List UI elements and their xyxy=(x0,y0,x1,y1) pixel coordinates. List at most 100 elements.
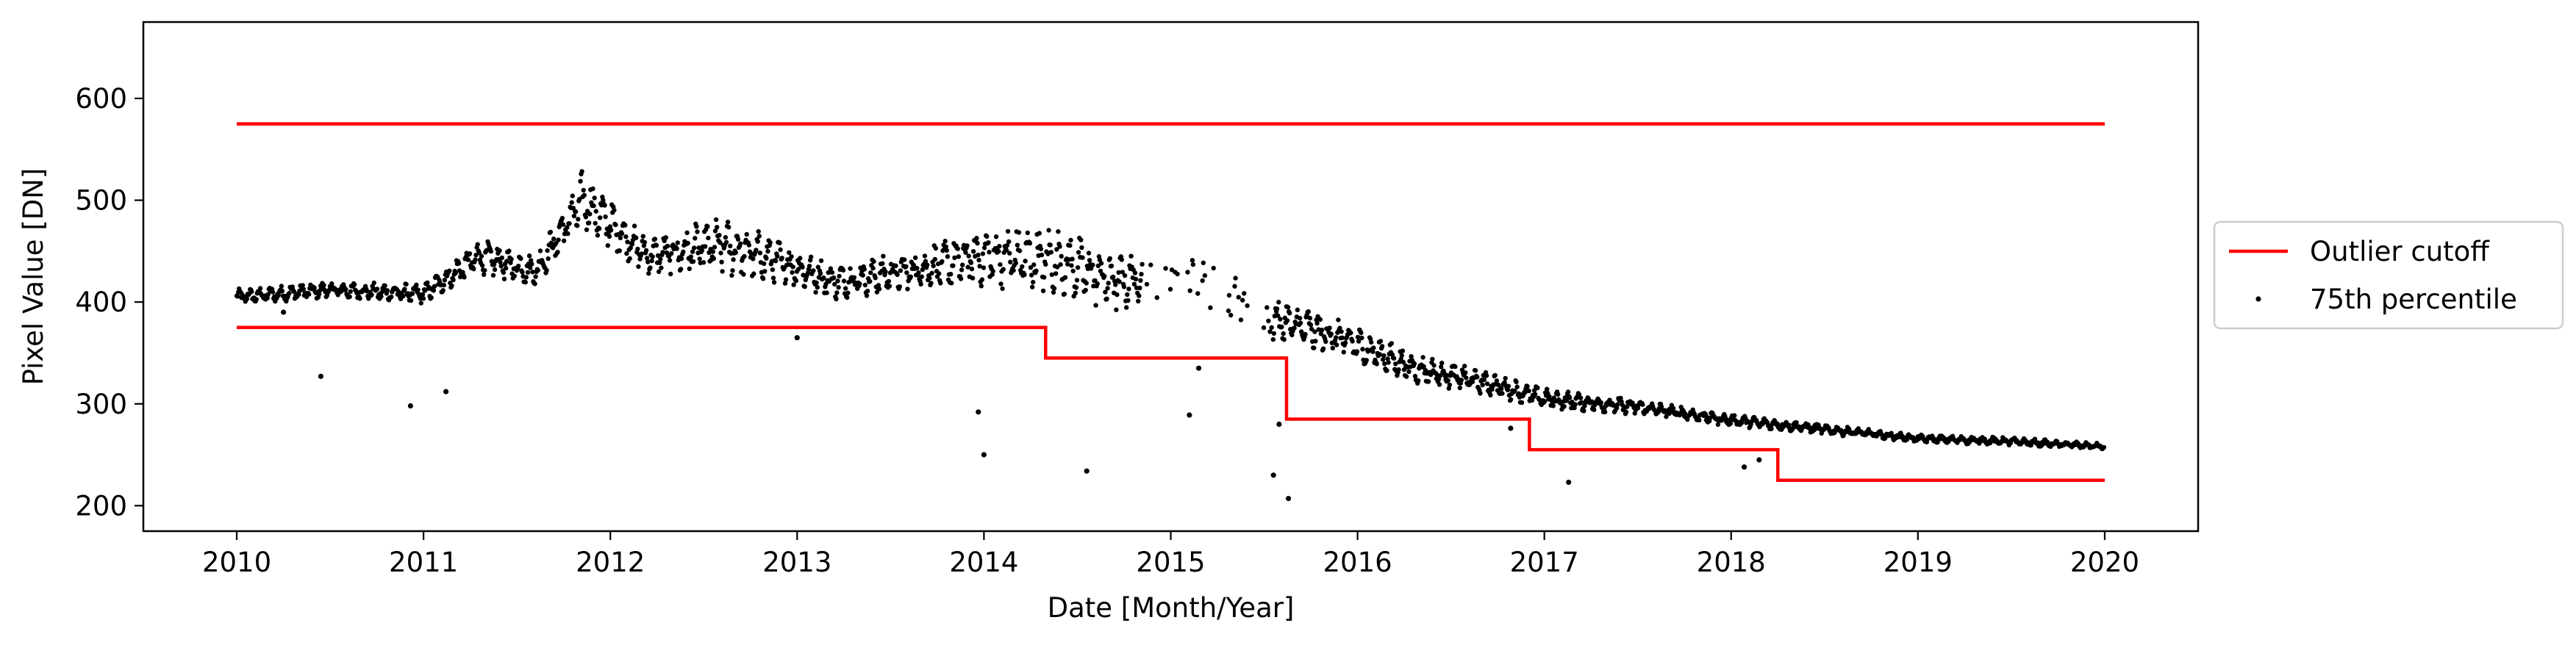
percentile-point xyxy=(650,254,655,259)
percentile-point xyxy=(1328,331,1334,336)
percentile-point xyxy=(1137,293,1142,298)
percentile-point xyxy=(730,268,735,273)
percentile-outlier-point xyxy=(1286,496,1292,502)
percentile-point xyxy=(503,265,509,271)
percentile-point xyxy=(1073,290,1078,296)
percentile-point xyxy=(1420,355,1425,360)
percentile-point xyxy=(1065,262,1070,267)
percentile-outlier-point xyxy=(1276,421,1282,428)
percentile-point xyxy=(570,193,575,198)
percentile-point xyxy=(1013,260,1019,266)
percentile-point xyxy=(719,259,724,264)
percentile-point xyxy=(1603,409,1608,414)
percentile-point xyxy=(573,209,579,215)
percentile-point xyxy=(343,287,348,292)
percentile-point xyxy=(1457,385,1463,391)
percentile-point xyxy=(667,258,673,263)
percentile-point xyxy=(965,243,970,248)
percentile-point xyxy=(1330,345,1336,350)
percentile-point xyxy=(1132,270,1138,275)
percentile-point xyxy=(545,248,550,253)
percentile-point xyxy=(755,239,760,244)
percentile-point xyxy=(711,256,717,262)
percentile-point xyxy=(1640,402,1645,407)
percentile-point xyxy=(1386,360,1391,365)
percentile-point xyxy=(1228,312,1234,318)
percentile-point xyxy=(265,295,270,300)
percentile-point xyxy=(697,256,702,262)
percentile-point xyxy=(980,251,986,256)
percentile-point xyxy=(1732,413,1737,418)
percentile-point xyxy=(1058,262,1063,267)
percentile-point xyxy=(1120,270,1126,275)
percentile-point xyxy=(1281,337,1287,342)
percentile-point xyxy=(805,270,811,275)
percentile-point xyxy=(1276,313,1281,318)
percentile-point xyxy=(1190,262,1196,267)
percentile-point xyxy=(1020,264,1025,270)
percentile-point xyxy=(645,259,651,264)
percentile-point xyxy=(1514,384,1520,389)
percentile-point xyxy=(1303,331,1308,337)
percentile-point xyxy=(715,225,720,230)
y-tick-label: 600 xyxy=(75,83,127,115)
percentile-point xyxy=(815,285,820,290)
percentile-point xyxy=(442,278,447,283)
percentile-point xyxy=(291,289,297,295)
percentile-point xyxy=(690,259,696,264)
legend-dot-swatch xyxy=(2255,296,2261,302)
percentile-point xyxy=(1314,320,1320,326)
percentile-point xyxy=(1005,228,1011,234)
percentile-point xyxy=(1015,242,1020,248)
percentile-point xyxy=(453,270,458,275)
percentile-point xyxy=(1312,345,1317,350)
percentile-point xyxy=(587,212,593,217)
percentile-point xyxy=(986,240,991,245)
percentile-point xyxy=(881,253,886,259)
percentile-point xyxy=(623,223,628,228)
percentile-point xyxy=(1080,255,1085,260)
percentile-point xyxy=(773,259,779,264)
percentile-point xyxy=(608,228,614,233)
percentile-outlier-point xyxy=(1270,472,1276,478)
percentile-point xyxy=(1578,395,1584,400)
percentile-point xyxy=(1525,383,1530,389)
percentile-point xyxy=(636,264,641,270)
percentile-point xyxy=(414,282,419,287)
percentile-point xyxy=(728,243,733,248)
percentile-point xyxy=(1078,237,1084,242)
percentile-point xyxy=(893,263,898,268)
percentile-outlier-point xyxy=(407,403,414,409)
percentile-point xyxy=(1623,409,1629,414)
percentile-point xyxy=(870,265,876,271)
percentile-point xyxy=(1453,364,1458,370)
percentile-point xyxy=(357,296,362,301)
percentile-point xyxy=(674,246,679,251)
percentile-point xyxy=(598,215,603,220)
percentile-outlier-point xyxy=(1187,412,1192,418)
percentile-point xyxy=(257,286,263,291)
percentile-point xyxy=(1379,344,1385,349)
percentile-point xyxy=(530,270,535,275)
percentile-point xyxy=(1359,335,1364,341)
percentile-point xyxy=(1664,414,1669,419)
percentile-point xyxy=(703,244,708,249)
percentile-point xyxy=(1167,287,1173,292)
percentile-point xyxy=(1412,373,1418,379)
percentile-point xyxy=(658,256,663,262)
percentile-point xyxy=(1266,318,1271,323)
percentile-point xyxy=(1031,262,1037,267)
percentile-point xyxy=(1670,406,1676,411)
percentile-point xyxy=(402,287,407,292)
percentile-point xyxy=(1003,248,1009,253)
percentile-point xyxy=(1416,378,1421,383)
y-tick-label: 400 xyxy=(75,287,127,318)
percentile-point xyxy=(1034,268,1039,273)
percentile-point xyxy=(421,296,426,301)
x-tick-label: 2017 xyxy=(1510,547,1579,578)
percentile-point xyxy=(965,264,970,270)
percentile-point xyxy=(509,256,514,262)
percentile-point xyxy=(713,217,719,223)
percentile-point xyxy=(1506,383,1511,389)
